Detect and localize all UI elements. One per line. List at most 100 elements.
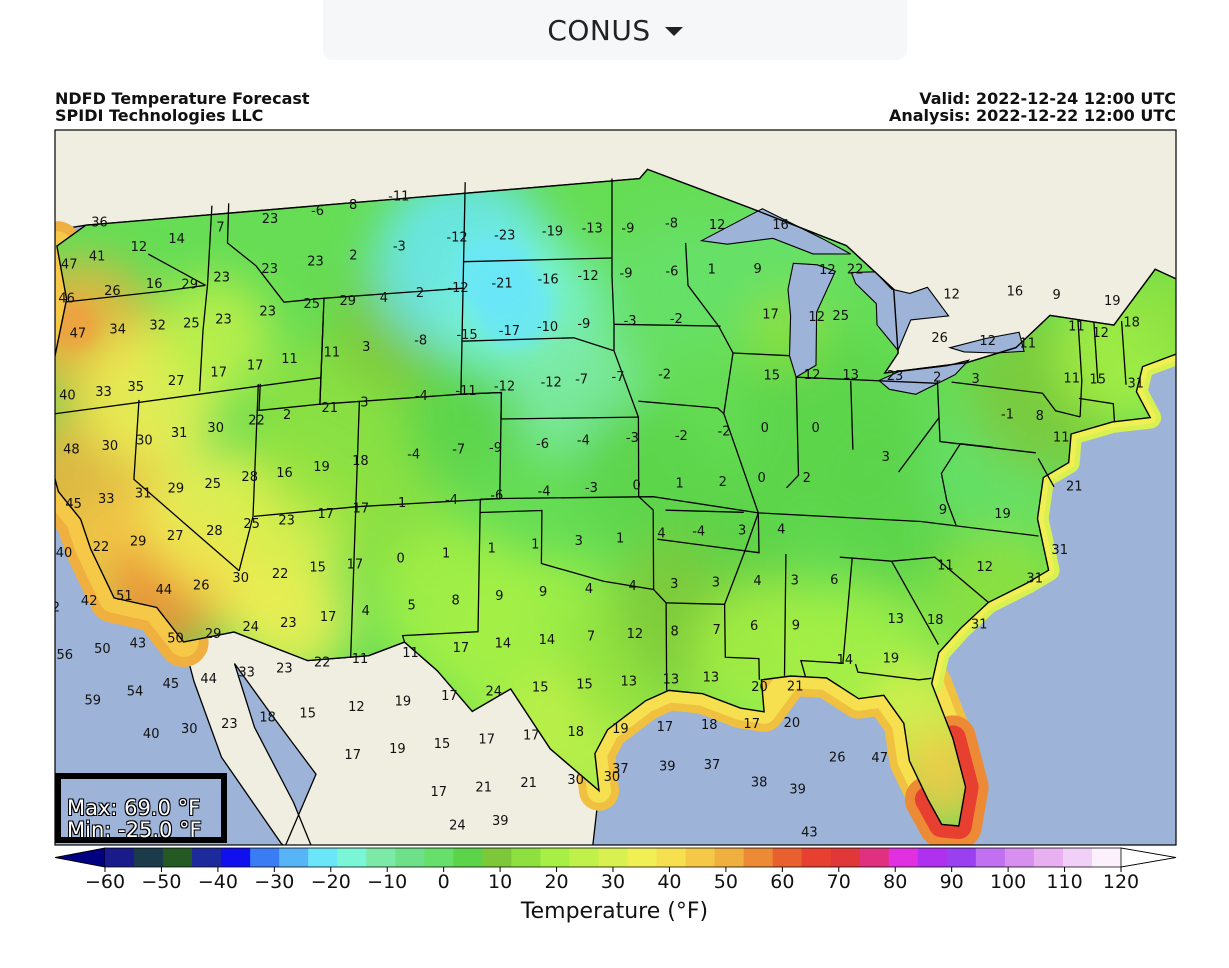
temp-label: 9 (495, 589, 503, 604)
temp-label: 17 (353, 502, 370, 517)
temp-label: 21 (520, 776, 537, 791)
temp-label: -21 (491, 276, 512, 291)
temp-label: 39 (789, 783, 806, 798)
temp-label: 15 (309, 561, 326, 576)
temp-label: 18 (927, 613, 944, 628)
colorbar-swatch (424, 848, 454, 867)
temp-label: 3 (712, 575, 720, 590)
temp-label: 39 (659, 760, 676, 775)
temp-label: 31 (135, 486, 152, 501)
temp-label: 43 (801, 826, 818, 841)
temp-label: 20 (751, 680, 768, 695)
temp-label: 26 (104, 284, 121, 299)
temp-label: 9 (753, 262, 761, 277)
temp-label: 23 (278, 513, 295, 528)
temp-label: 33 (95, 385, 112, 400)
temp-label: 25 (243, 517, 260, 532)
temp-label: 22 (272, 567, 289, 582)
colorbar-swatch (540, 848, 571, 867)
region-select-dropdown[interactable]: CONUS (323, 0, 907, 60)
temp-label: 9 (539, 585, 547, 600)
temp-label: 28 (241, 470, 258, 485)
temp-label: 12 (819, 263, 836, 278)
temp-label: 5 (408, 599, 416, 614)
temp-label: -12 (541, 376, 562, 391)
temp-label: 11 (352, 652, 369, 667)
colorbar-tick-label: 40 (657, 871, 681, 893)
temp-label: 30 (604, 770, 621, 785)
lake-0 (699, 208, 851, 255)
temp-label: 30 (136, 434, 153, 449)
colorbar-tick-label: 120 (1103, 871, 1139, 893)
temp-label: 17 (210, 366, 227, 381)
temp-label: 35 (128, 380, 145, 395)
temp-label: 42 (81, 594, 98, 609)
colorbar-swatch (482, 848, 512, 867)
temp-label: -6 (311, 204, 324, 219)
temp-label: 54 (33, 500, 50, 515)
temp-label: 30 (232, 571, 249, 586)
temp-label: 59 (85, 693, 102, 708)
colorbar-swatch (250, 848, 280, 867)
temp-label: 1 (708, 263, 716, 278)
temp-label: 21 (1066, 480, 1083, 495)
temp-label: 7 (587, 630, 595, 645)
temp-label: 14 (837, 653, 854, 668)
temp-label: -9 (489, 441, 502, 456)
temp-label: -12 (446, 231, 467, 246)
temp-label: 0 (758, 471, 766, 486)
region-select-label: CONUS (547, 13, 651, 47)
valid-time: Valid: 2022-12-24 12:00 UTC (919, 89, 1176, 108)
temp-label: 28 (206, 524, 223, 539)
temp-label: 34 (109, 322, 126, 337)
temp-label: -17 (499, 324, 520, 339)
temp-label: -12 (447, 281, 468, 296)
temp-label: 22 (248, 414, 265, 429)
colorbar-swatch (1033, 848, 1064, 867)
temp-label: -4 (407, 448, 420, 463)
temp-label: 1 (616, 531, 624, 546)
temp-label: 38 (751, 776, 768, 791)
temp-label: 21 (475, 780, 492, 795)
temp-label: -9 (577, 317, 590, 332)
temp-label: -6 (490, 489, 503, 504)
temp-label: 42 (44, 600, 61, 615)
temp-label: 12 (709, 218, 726, 233)
temp-label: 13 (621, 675, 638, 690)
temp-label: 25 (304, 297, 321, 312)
temp-label: 4 (753, 574, 761, 589)
temp-label: 19 (389, 742, 406, 757)
temp-label: 17 (743, 717, 760, 732)
temp-label: 3 (575, 534, 583, 549)
colorbar-tick-label: −60 (85, 871, 125, 893)
temp-label: 47 (61, 257, 78, 272)
temp-label: -13 (582, 221, 603, 236)
temp-label: 23 (276, 661, 293, 676)
temp-label: 6 (750, 619, 758, 634)
temp-label: -9 (620, 266, 633, 281)
temp-label: -4 (415, 389, 428, 404)
temp-label: 31 (971, 618, 988, 633)
temp-label: 23 (262, 212, 279, 227)
temp-label: 17 (478, 733, 495, 748)
temp-label: 16 (146, 277, 163, 292)
temp-label: 25 (205, 477, 222, 492)
map-frame (54, 129, 1177, 846)
temp-label: 23 (221, 717, 238, 732)
temp-label: 12 (943, 288, 960, 303)
temp-label: -4 (445, 493, 458, 508)
temp-label: 23 (261, 262, 278, 277)
temp-label: 55 (27, 551, 44, 566)
max-value: Max: 69.0 °F (67, 796, 201, 820)
colorbar-swatch (308, 848, 338, 867)
temp-label: 18 (259, 711, 276, 726)
temp-label: 30 (102, 439, 119, 454)
temp-label: 3 (362, 340, 370, 355)
temp-label: 39 (492, 814, 509, 829)
temp-label: 52 (33, 393, 50, 408)
temp-label: 22 (847, 263, 864, 278)
temp-label: -7 (452, 442, 465, 457)
temp-label: 27 (167, 529, 184, 544)
colorbar-swatch (337, 848, 367, 867)
colorbar-tick-label: 90 (940, 871, 964, 893)
